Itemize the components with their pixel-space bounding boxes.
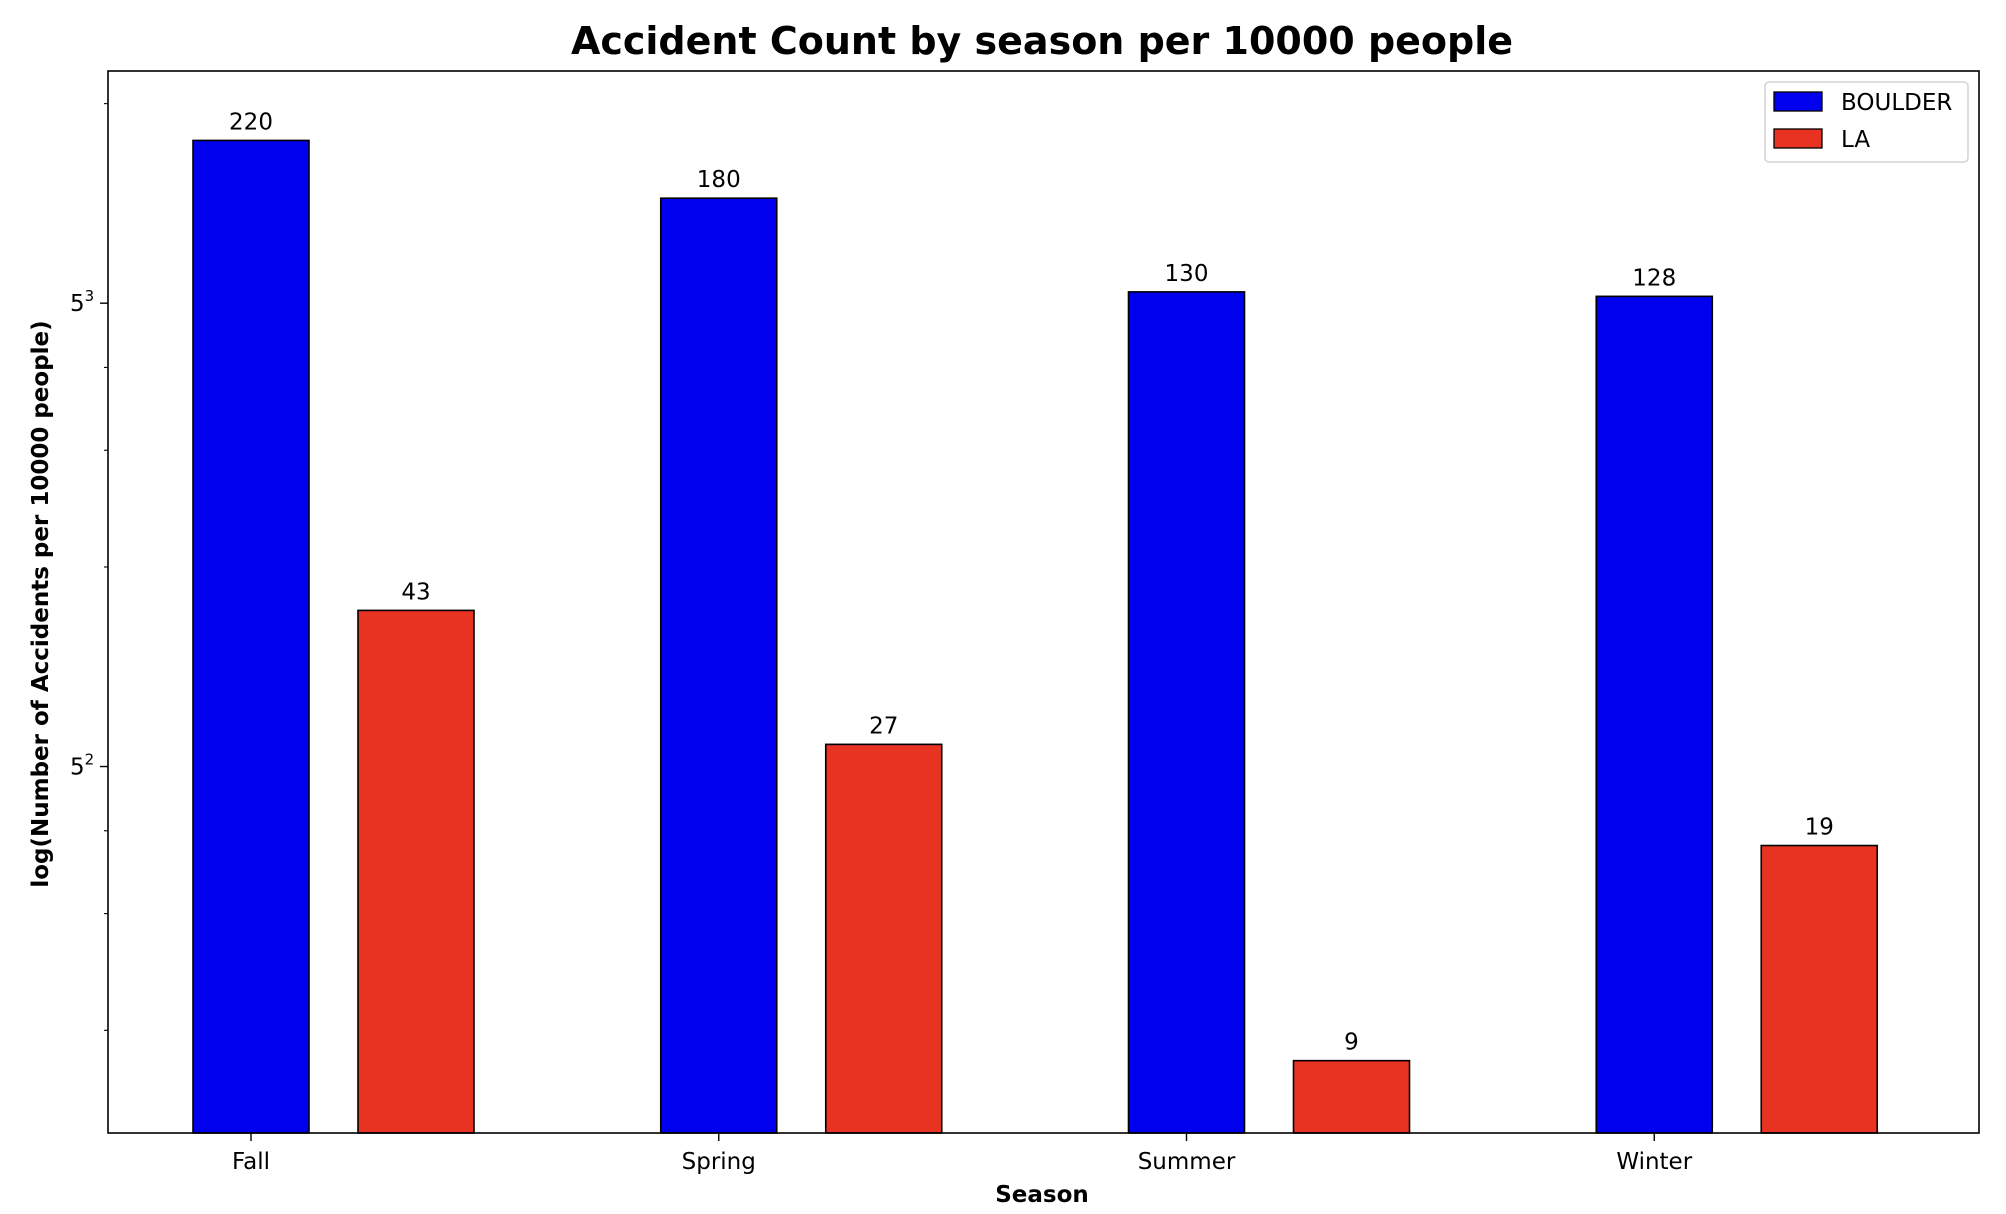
- legend: BOULDER LA: [1764, 81, 1969, 163]
- bar-boulder-winter: [1595, 295, 1714, 1134]
- data-label-la-winter: 19: [1805, 815, 1834, 841]
- bar-la-spring: [824, 743, 943, 1134]
- y-axis-label: log(Number of Accidents per 10000 people…: [28, 320, 54, 887]
- bars-group: [192, 139, 1879, 1134]
- y-tick-label-125: 53: [70, 287, 94, 317]
- bar-boulder-spring: [659, 197, 778, 1134]
- legend-swatch-boulder: [1773, 91, 1823, 112]
- legend-label-boulder: BOULDER: [1841, 90, 1952, 116]
- bar-la-winter: [1760, 844, 1879, 1134]
- chart-title: Accident Count by season per 10000 peopl…: [571, 19, 1513, 63]
- data-label-boulder-fall: 220: [229, 109, 273, 135]
- y-tick-label-25: 52: [70, 751, 94, 781]
- bar-boulder-fall: [192, 139, 310, 1134]
- data-label-la-fall: 43: [401, 579, 430, 605]
- data-label-boulder-summer: 130: [1165, 261, 1209, 287]
- plot-area-frame: [107, 70, 1980, 1134]
- data-label-boulder-spring: 180: [697, 167, 741, 193]
- x-axis-label: Season: [995, 1182, 1089, 1208]
- bar-la-summer: [1292, 1059, 1411, 1134]
- data-label-la-summer: 9: [1344, 1030, 1359, 1056]
- x-tick-label-summer: Summer: [1138, 1149, 1236, 1175]
- x-tick-label-spring: Spring: [682, 1149, 756, 1175]
- x-tick-label-fall: Fall: [232, 1149, 270, 1175]
- bar-boulder-summer: [1127, 291, 1246, 1134]
- data-label-la-spring: 27: [869, 713, 898, 739]
- data-labels-group: 220 43 180 27 130 9 128 19: [229, 109, 1834, 1055]
- legend-label-la: LA: [1841, 127, 1870, 153]
- legend-swatch-la: [1773, 128, 1823, 149]
- x-axis-ticks: Fall Spring Summer Winter: [232, 1133, 1693, 1175]
- x-tick-label-winter: Winter: [1616, 1149, 1692, 1175]
- bar-la-fall: [357, 609, 475, 1134]
- data-label-boulder-winter: 128: [1632, 265, 1676, 291]
